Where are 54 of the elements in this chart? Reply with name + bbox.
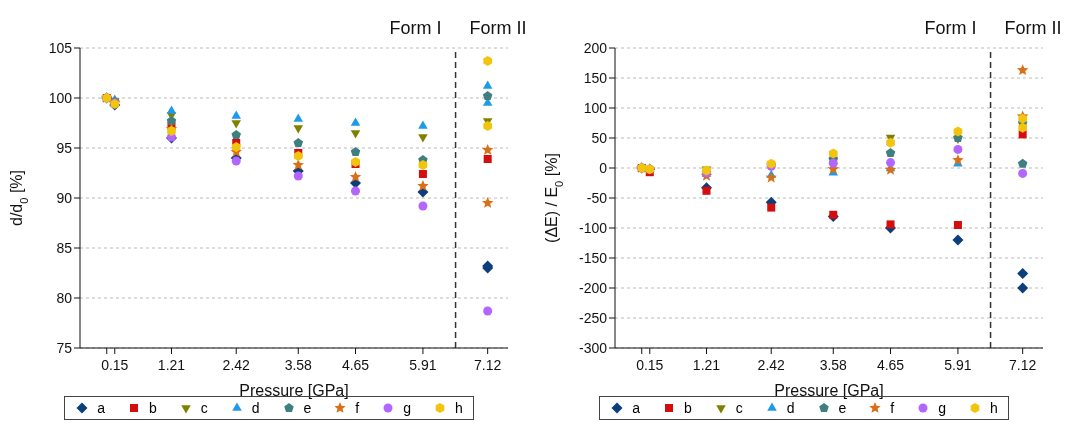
x-tick-label: 4.65 (876, 357, 905, 373)
x-tick-label: 7.12 (474, 357, 502, 373)
y-tick-label: 90 (56, 189, 73, 206)
y-tick-label: 100 (48, 89, 73, 106)
text: Form I (924, 18, 977, 38)
x-tick-label: 3.58 (284, 357, 313, 373)
legend-label: b (683, 400, 692, 416)
x-tick-label: 5.91 (944, 357, 972, 373)
text: Form II (1004, 18, 1062, 38)
y-tick-label: 0 (599, 159, 608, 176)
legend-label: a (632, 400, 640, 416)
x-tick-label: 4.65 (341, 357, 370, 373)
y-tick-label: 105 (48, 39, 73, 56)
y-tick-label: 200 (583, 39, 608, 56)
legend-label: h (455, 400, 463, 416)
x-axis-title: Pressure [GPa] (774, 382, 884, 399)
x-tick-label: 3.58 (819, 357, 848, 373)
legend-label: d (786, 400, 795, 416)
legend-label: e (838, 400, 847, 416)
legend-label: g (938, 400, 947, 416)
y-tick-label: -100 (578, 219, 608, 236)
legend-label: c (735, 400, 743, 416)
y-tick-label: 75 (56, 339, 73, 356)
y-tick-label: -250 (578, 309, 608, 326)
text: Form II (469, 18, 527, 38)
x-tick-label: 0.15 (101, 357, 129, 373)
y-tick-label: -150 (578, 249, 608, 266)
y-tick-label: 100 (583, 99, 608, 116)
legend-label: h (990, 400, 998, 416)
x-tick-label: 0.15 (636, 357, 664, 373)
x-axis-title: Pressure [GPa] (239, 382, 349, 399)
x-tick-label: 5.91 (409, 357, 437, 373)
y-tick-label: 150 (583, 69, 608, 86)
x-tick-label: 2.42 (757, 357, 786, 373)
y-tick-label: -200 (578, 279, 608, 296)
legend-label: f (355, 400, 360, 416)
y-tick-label: -50 (586, 189, 608, 206)
text: Form I (389, 18, 442, 38)
legend-label: d (251, 400, 260, 416)
x-tick-label: 1.21 (157, 357, 186, 373)
x-tick-label: 2.42 (222, 357, 251, 373)
y-tick-label: 50 (591, 129, 608, 146)
x-tick-label: 1.21 (692, 357, 721, 373)
legend-label: g (403, 400, 412, 416)
legend-label: e (303, 400, 312, 416)
x-tick-label: 7.12 (1009, 357, 1037, 373)
y-tick-label: 85 (56, 239, 73, 256)
legend-label: b (148, 400, 157, 416)
y-tick-label: -300 (578, 339, 608, 356)
legend-label: c (200, 400, 208, 416)
legend-label: f (890, 400, 895, 416)
y-tick-label: 95 (56, 139, 73, 156)
legend-label: a (97, 400, 105, 416)
y-tick-label: 80 (56, 289, 73, 306)
